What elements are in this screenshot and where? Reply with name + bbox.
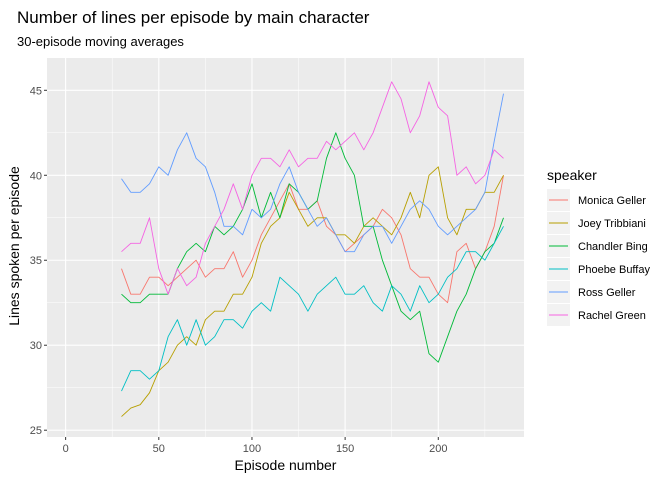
- chart-subtitle: 30-episode moving averages: [17, 34, 184, 49]
- x-tick-label: 100: [243, 443, 261, 455]
- x-axis-label: Episode number: [235, 457, 337, 473]
- legend-label-chandler-bing: Chandler Bing: [578, 241, 648, 253]
- legend: speaker Monica Geller Joey Tribbiani Chand…: [547, 167, 650, 326]
- legend-label-monica-geller: Monica Geller: [578, 195, 646, 207]
- plot-area: 0 50 100 150 200 25 30 35 40 45: [30, 58, 524, 455]
- legend-title: speaker: [547, 167, 597, 183]
- chart-title: Number of lines per episode by main char…: [17, 8, 370, 27]
- series-line-joey-tribbiani: [121, 166, 504, 417]
- panel-background: [47, 58, 524, 437]
- legend-label-joey-tribbiani: Joey Tribbiani: [578, 218, 646, 230]
- series-line-phoebe-buffay: [121, 226, 504, 392]
- y-tick-label: 35: [30, 255, 42, 267]
- x-tick-label: 200: [429, 443, 447, 455]
- y-axis-label: Lines spoken per episode: [6, 166, 22, 326]
- y-tick-label: 45: [30, 85, 42, 97]
- series-line-chandler-bing: [121, 132, 504, 363]
- legend-label-phoebe-buffay: Phoebe Buffay: [578, 264, 650, 276]
- x-tick-label: 0: [63, 443, 69, 455]
- series-line-rachel-green: [121, 81, 504, 295]
- legend-label-rachel-green: Rachel Green: [578, 310, 646, 322]
- y-tick-label: 25: [30, 425, 42, 437]
- y-tick-label: 40: [30, 170, 42, 182]
- y-tick-label: 30: [30, 340, 42, 352]
- x-tick-label: 150: [336, 443, 354, 455]
- series-line-ross-geller: [121, 93, 504, 253]
- x-tick-label: 50: [153, 443, 165, 455]
- legend-label-ross-geller: Ross Geller: [578, 287, 636, 299]
